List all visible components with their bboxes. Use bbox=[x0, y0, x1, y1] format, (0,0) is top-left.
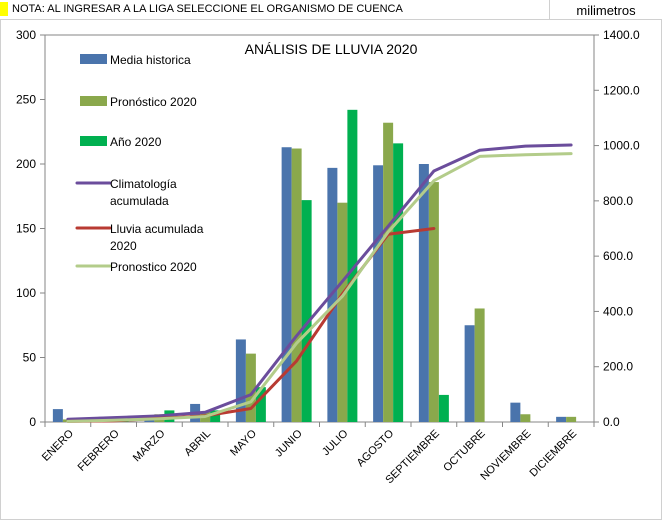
left-tick-label: 0 bbox=[29, 415, 36, 429]
legend-label: Pronostico 2020 bbox=[110, 260, 197, 274]
legend-label: Media historica bbox=[110, 53, 191, 67]
x-tick-label: FEBRERO bbox=[76, 427, 122, 473]
bar-anio bbox=[347, 109, 358, 422]
x-tick-label: JULIO bbox=[320, 427, 351, 458]
x-tick-label: AGOSTO bbox=[355, 427, 397, 469]
x-tick-label: OCTUBRE bbox=[441, 428, 488, 475]
bar-anio bbox=[301, 200, 312, 422]
legend-label-line: 2020 bbox=[110, 239, 137, 253]
bar-media bbox=[510, 402, 521, 422]
right-tick-label: 1400.0 bbox=[603, 28, 640, 42]
left-tick-label: 100 bbox=[16, 286, 36, 300]
bar-pronostico_bar bbox=[245, 353, 256, 422]
rainfall-chart: 0 50 100 150 200 250 300 0.0 200.0 400.0 600.0 800.… bbox=[0, 19, 662, 520]
bar-media bbox=[556, 416, 567, 422]
legend-label: Climatología acumulada bbox=[110, 177, 177, 208]
bar-pronostico_bar bbox=[291, 148, 302, 422]
chart-title: ANÁLISIS DE LLUVIA 2020 bbox=[245, 41, 418, 57]
legend-swatch-anio bbox=[80, 136, 107, 146]
bar-media bbox=[235, 339, 246, 422]
right-tick-label: 600.0 bbox=[603, 249, 633, 263]
bar-pronostico_bar bbox=[520, 414, 531, 422]
left-tick-label: 200 bbox=[16, 157, 36, 171]
left-tick-label: 150 bbox=[16, 222, 36, 236]
legend-label: Lluvia acumulada 2020 bbox=[110, 222, 204, 253]
right-tick-label: 800.0 bbox=[603, 194, 633, 208]
bar-pronostico_bar bbox=[428, 182, 439, 422]
legend-label-line: Climatología bbox=[110, 177, 177, 191]
legend-label: Pronóstico 2020 bbox=[110, 95, 197, 109]
x-tick-label: ENERO bbox=[40, 427, 76, 463]
bar-media bbox=[373, 165, 384, 423]
legend-label: Año 2020 bbox=[110, 135, 162, 149]
note-text: NOTA: AL INGRESAR A LA LIGA SELECCIONE E… bbox=[12, 3, 403, 15]
bar-media bbox=[281, 147, 292, 423]
line-pronostico_line bbox=[66, 152, 573, 423]
bar-anio bbox=[393, 143, 404, 423]
note-marker bbox=[0, 2, 8, 16]
left-tick-label: 300 bbox=[16, 28, 36, 42]
x-tick-label: DICIEMBRE bbox=[528, 428, 580, 480]
note-bar: NOTA: AL INGRESAR A LA LIGA SELECCIONE E… bbox=[0, 0, 548, 20]
legend-swatch-media bbox=[80, 54, 107, 64]
units-label: milimetros bbox=[576, 3, 636, 18]
bar-pronostico_bar bbox=[383, 122, 394, 422]
bar-pronostico_bar bbox=[566, 416, 577, 422]
bar-media bbox=[418, 164, 429, 422]
x-tick-label: JUNIO bbox=[273, 427, 305, 459]
line-climatologia bbox=[66, 143, 573, 421]
bar-media bbox=[52, 409, 63, 422]
legend-swatch-pronostico_bar bbox=[80, 96, 107, 106]
right-tick-label: 400.0 bbox=[603, 304, 633, 318]
left-tick-label: 50 bbox=[23, 351, 37, 365]
right-tick-label: 200.0 bbox=[603, 360, 633, 374]
x-tick-label: MAYO bbox=[228, 427, 259, 458]
x-tick-label: ABRIL bbox=[182, 428, 213, 459]
right-tick-label: 1000.0 bbox=[603, 139, 640, 153]
units-box: milimetros bbox=[549, 0, 662, 20]
left-tick-label: 250 bbox=[16, 93, 36, 107]
bar-pronostico_bar bbox=[337, 202, 348, 422]
bar-media bbox=[464, 325, 475, 422]
right-tick-label: 0.0 bbox=[603, 415, 620, 429]
bar-pronostico_bar bbox=[474, 308, 485, 422]
bar-anio bbox=[438, 394, 449, 422]
bar-anio bbox=[210, 410, 221, 422]
x-tick-label: MARZO bbox=[131, 427, 168, 464]
legend-label-line: Lluvia acumulada bbox=[110, 222, 204, 236]
bar-anio bbox=[255, 387, 266, 422]
legend-label-line: acumulada bbox=[110, 194, 169, 208]
right-tick-label: 1200.0 bbox=[603, 83, 640, 97]
